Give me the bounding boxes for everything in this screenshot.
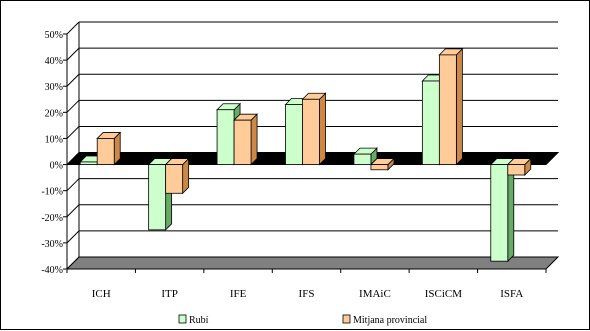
y-tick-label: 50%: [45, 30, 63, 41]
gridline-side: [66, 21, 80, 35]
x-tick-label: IFS: [299, 288, 315, 300]
legend-swatch: [342, 314, 351, 324]
x-tick-label: IMAiC: [359, 288, 391, 300]
bar-side: [250, 113, 258, 166]
bar-front: [353, 153, 372, 165]
y-tick-label: 0%: [50, 161, 63, 172]
bar-front: [302, 98, 320, 165]
bar-front: [148, 164, 167, 231]
bar-front: [96, 138, 115, 165]
bar-front: [370, 164, 389, 171]
bar-mitjana-iscicm: [438, 47, 464, 166]
gridline-side: [66, 73, 80, 87]
x-tick-label: ISCiCM: [425, 288, 463, 300]
y-tick-label: 20%: [45, 108, 63, 119]
y-tick-label: 10%: [45, 134, 63, 145]
bar-side: [319, 92, 326, 166]
bar-front: [216, 109, 235, 165]
bar-front: [233, 119, 252, 165]
gridline-side: [66, 230, 80, 244]
y-tick-label: -20%: [41, 213, 63, 224]
gridline-side: [66, 99, 80, 113]
legend-label: Mitjana provincial: [353, 315, 427, 326]
bar-mitjana-ifs: [301, 92, 327, 166]
x-tick-label: IFE: [230, 288, 247, 300]
bar-mitjana-imaic: [369, 157, 395, 171]
gridline-side: [66, 47, 80, 61]
bar-mitjana-itp: [164, 157, 190, 195]
bar-front: [285, 104, 303, 165]
bar-rubi-imaic: [352, 147, 378, 166]
y-tick-label: 30%: [45, 82, 63, 93]
bar-mitjana-isfa: [506, 157, 532, 176]
floor: [65, 256, 560, 270]
bar-front: [421, 80, 440, 165]
bar-front: [79, 161, 98, 165]
bar-side: [455, 47, 463, 166]
bar-mitjana-ich: [96, 131, 122, 166]
bar-front: [165, 164, 184, 194]
gridline-side: [66, 178, 80, 192]
bar-front: [438, 54, 457, 165]
x-tick-label: ICH: [92, 288, 111, 300]
y-tick-label: -30%: [41, 239, 63, 250]
gridline-side: [66, 126, 80, 139]
bar-front: [507, 164, 526, 176]
y-tick-label: 40%: [45, 56, 63, 67]
bar-front: [490, 164, 509, 262]
y-tick-label: -10%: [41, 187, 63, 198]
x-tick-label: ISFA: [500, 288, 523, 300]
gridline-side: [66, 204, 80, 218]
legend-swatch: [178, 314, 187, 324]
x-tick-label: ITP: [161, 288, 178, 300]
bar-mitjana-ife: [233, 113, 259, 166]
legend-label: Rubí: [189, 315, 209, 326]
y-tick-label: -40%: [41, 265, 63, 276]
